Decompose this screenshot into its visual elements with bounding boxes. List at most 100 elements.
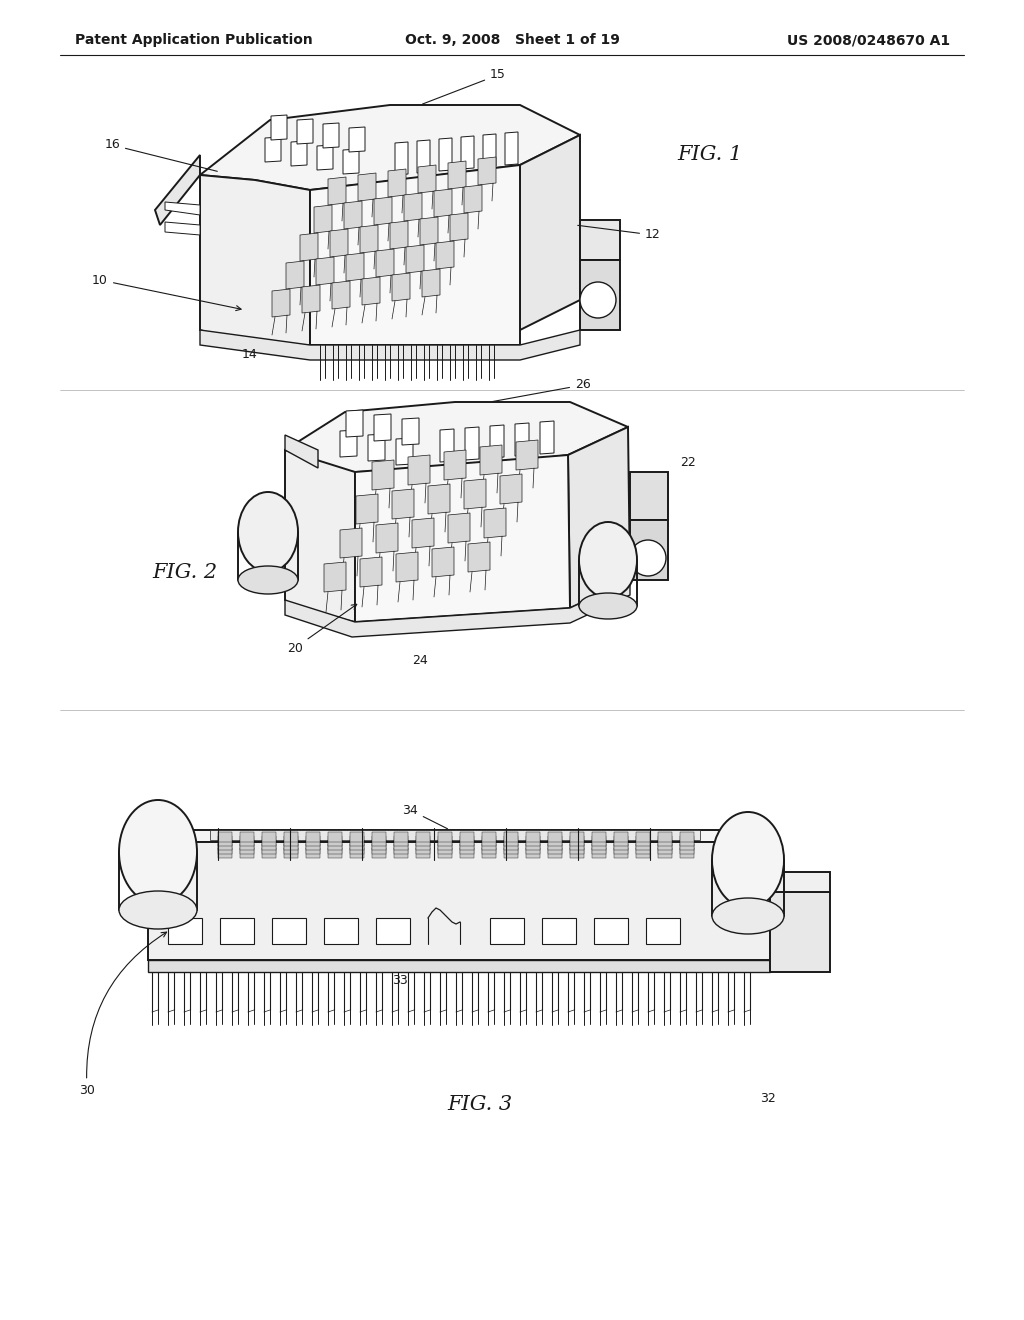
- Polygon shape: [240, 840, 254, 850]
- Polygon shape: [646, 917, 680, 944]
- Text: 16: 16: [104, 139, 217, 172]
- Polygon shape: [362, 277, 380, 305]
- Polygon shape: [570, 832, 584, 842]
- Ellipse shape: [712, 812, 784, 908]
- Polygon shape: [376, 917, 410, 944]
- Text: 22: 22: [680, 455, 695, 469]
- Polygon shape: [526, 832, 540, 842]
- Polygon shape: [592, 836, 606, 846]
- Polygon shape: [218, 832, 232, 842]
- Polygon shape: [570, 836, 584, 846]
- Ellipse shape: [238, 566, 298, 594]
- Polygon shape: [310, 165, 520, 345]
- Polygon shape: [285, 403, 628, 473]
- Polygon shape: [200, 330, 580, 360]
- Polygon shape: [438, 832, 452, 842]
- Polygon shape: [328, 177, 346, 205]
- Polygon shape: [658, 832, 672, 842]
- Text: Patent Application Publication: Patent Application Publication: [75, 33, 312, 48]
- Polygon shape: [482, 832, 496, 842]
- Polygon shape: [614, 832, 628, 842]
- Text: 34: 34: [402, 804, 447, 829]
- Polygon shape: [346, 253, 364, 281]
- Polygon shape: [432, 546, 454, 577]
- Polygon shape: [526, 836, 540, 846]
- Polygon shape: [317, 145, 333, 170]
- Polygon shape: [449, 513, 470, 543]
- Polygon shape: [548, 847, 562, 858]
- Polygon shape: [658, 836, 672, 846]
- Polygon shape: [580, 220, 620, 260]
- Polygon shape: [272, 917, 306, 944]
- Polygon shape: [500, 474, 522, 504]
- Polygon shape: [148, 830, 770, 873]
- Polygon shape: [416, 843, 430, 854]
- Polygon shape: [372, 840, 386, 850]
- Polygon shape: [148, 960, 770, 972]
- Polygon shape: [155, 154, 200, 224]
- Polygon shape: [346, 411, 362, 437]
- Polygon shape: [680, 847, 694, 858]
- Text: 33: 33: [392, 974, 408, 986]
- Text: 24: 24: [412, 653, 428, 667]
- Polygon shape: [218, 836, 232, 846]
- Polygon shape: [418, 165, 436, 193]
- Polygon shape: [594, 917, 628, 944]
- Polygon shape: [490, 425, 504, 458]
- Polygon shape: [504, 847, 518, 858]
- Polygon shape: [658, 843, 672, 854]
- Polygon shape: [271, 115, 287, 140]
- Polygon shape: [394, 843, 408, 854]
- Polygon shape: [548, 836, 562, 846]
- Polygon shape: [404, 193, 422, 220]
- Polygon shape: [240, 847, 254, 858]
- Polygon shape: [416, 836, 430, 846]
- Polygon shape: [328, 836, 342, 846]
- Polygon shape: [328, 847, 342, 858]
- Polygon shape: [680, 840, 694, 850]
- Polygon shape: [272, 289, 290, 317]
- Polygon shape: [395, 143, 408, 176]
- Text: 15: 15: [423, 69, 506, 104]
- Text: FIG. 1: FIG. 1: [678, 145, 742, 165]
- Polygon shape: [284, 847, 298, 858]
- Polygon shape: [388, 169, 406, 197]
- Circle shape: [630, 540, 666, 576]
- Polygon shape: [478, 157, 496, 185]
- Polygon shape: [343, 149, 359, 174]
- Polygon shape: [314, 205, 332, 234]
- Polygon shape: [262, 847, 276, 858]
- Polygon shape: [636, 847, 650, 858]
- Polygon shape: [323, 123, 339, 148]
- Polygon shape: [636, 840, 650, 850]
- Circle shape: [580, 282, 616, 318]
- Polygon shape: [614, 836, 628, 846]
- Polygon shape: [548, 843, 562, 854]
- Polygon shape: [439, 139, 452, 172]
- Polygon shape: [434, 189, 452, 216]
- Polygon shape: [580, 260, 620, 330]
- Polygon shape: [658, 847, 672, 858]
- Polygon shape: [402, 418, 419, 445]
- Polygon shape: [465, 426, 479, 459]
- Polygon shape: [372, 459, 394, 490]
- Text: 26: 26: [493, 379, 591, 401]
- Polygon shape: [350, 843, 364, 854]
- Polygon shape: [412, 517, 434, 548]
- Polygon shape: [328, 832, 342, 842]
- Ellipse shape: [579, 521, 637, 598]
- Polygon shape: [548, 840, 562, 850]
- Polygon shape: [328, 843, 342, 854]
- Polygon shape: [262, 836, 276, 846]
- Polygon shape: [440, 429, 454, 462]
- Polygon shape: [265, 137, 281, 162]
- Polygon shape: [460, 840, 474, 850]
- Polygon shape: [394, 836, 408, 846]
- Polygon shape: [505, 132, 518, 165]
- Polygon shape: [482, 836, 496, 846]
- Polygon shape: [306, 847, 319, 858]
- Polygon shape: [658, 840, 672, 850]
- Polygon shape: [286, 261, 304, 289]
- Polygon shape: [344, 201, 362, 228]
- Polygon shape: [240, 836, 254, 846]
